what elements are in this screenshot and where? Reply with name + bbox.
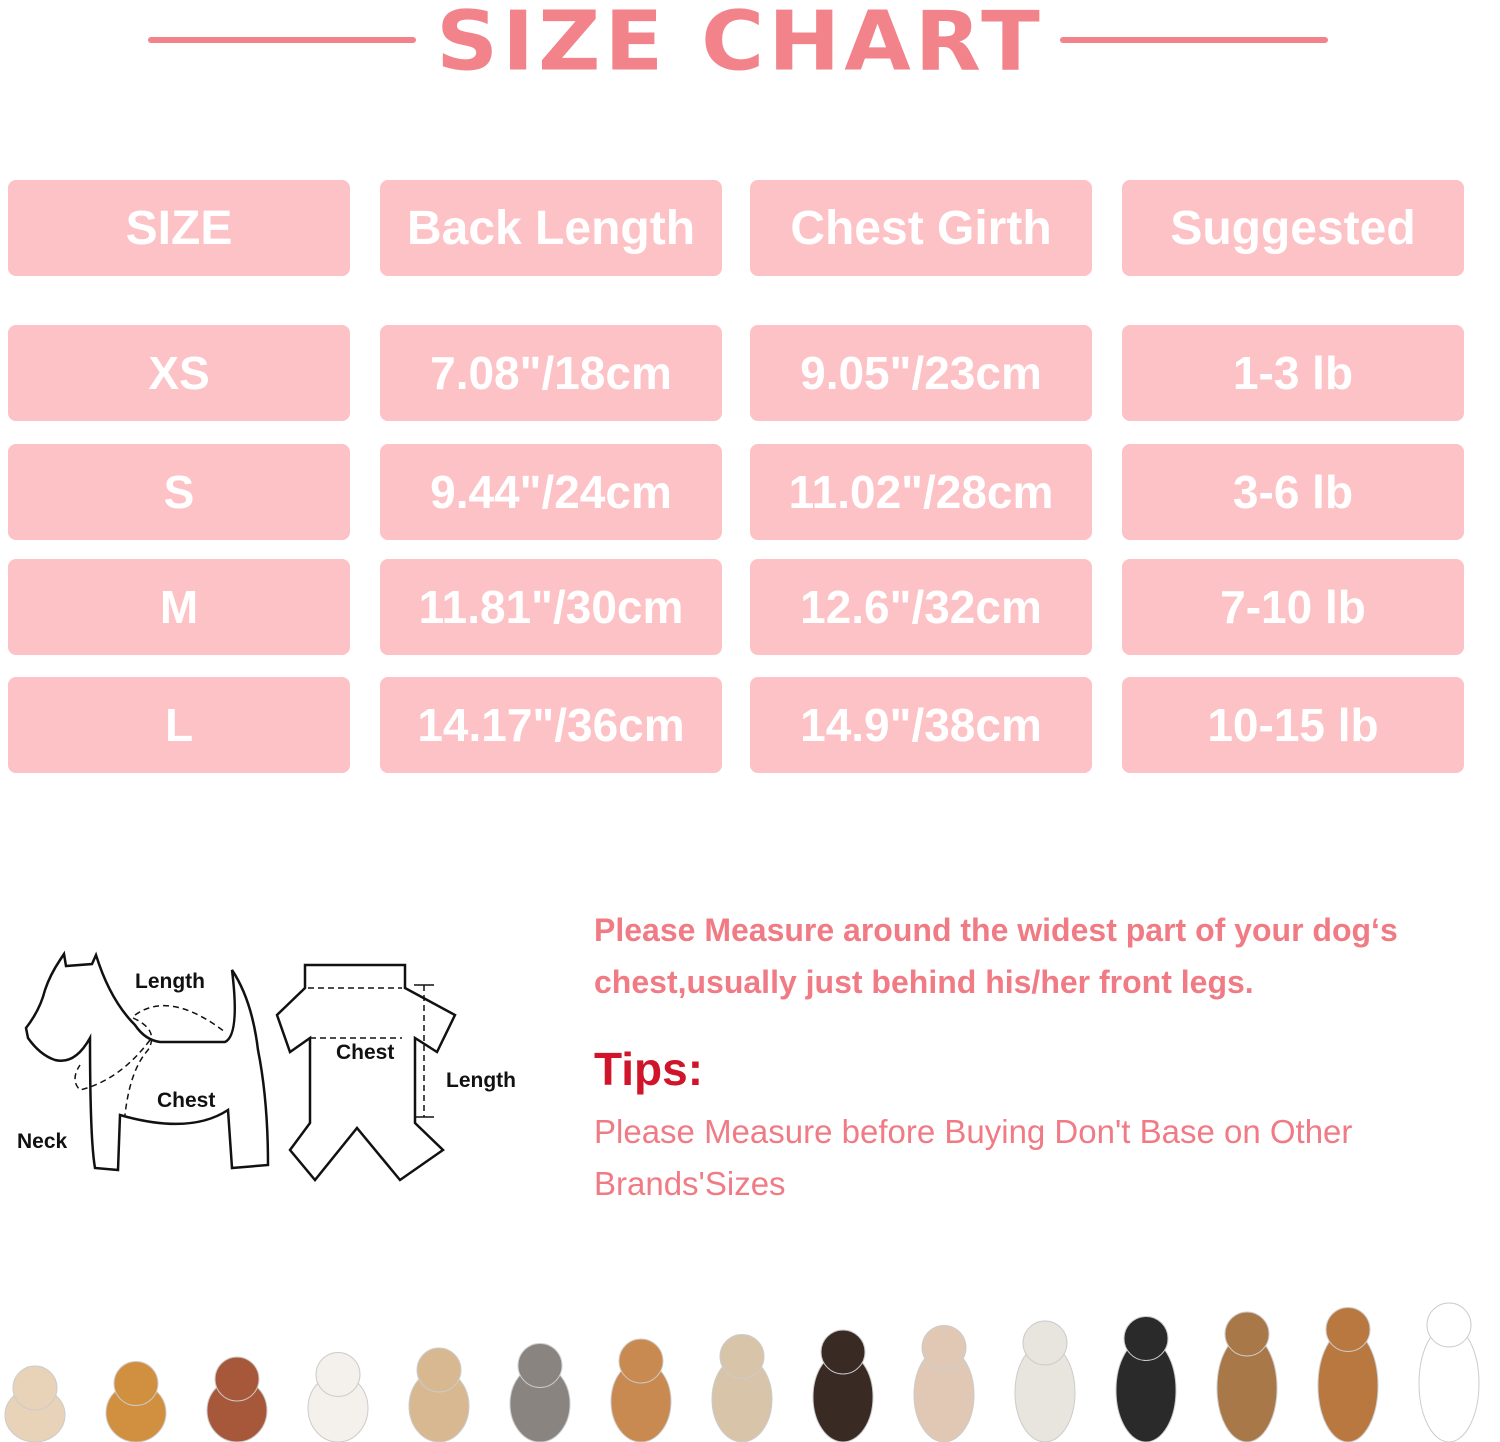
dog-photo: [307, 1352, 369, 1442]
title-line-left: [148, 37, 416, 43]
label-dog-length: Length: [135, 970, 205, 993]
title-line-right: [1060, 37, 1328, 43]
tips-heading: Tips:: [594, 1043, 704, 1095]
tips-text: Please Measure before Buying Don't Base …: [594, 1113, 1353, 1202]
garment-outline-icon: [275, 963, 457, 1182]
cell-size: L: [8, 677, 350, 773]
dog-photos-strip: [4, 1302, 1480, 1442]
dog-photo: [1115, 1316, 1177, 1442]
cell-chest-girth: 14.9"/38cm: [750, 677, 1092, 773]
cell-chest-girth: 11.02"/28cm: [750, 444, 1092, 540]
page-title: SIZE CHART: [436, 0, 1044, 90]
dog-photo: [1418, 1302, 1480, 1442]
label-garment-chest: Chest: [336, 1041, 394, 1064]
cell-suggested: 1-3 lb: [1122, 325, 1464, 421]
measure-note: Please Measure around the widest part of…: [594, 912, 1398, 1000]
dog-photo: [4, 1365, 66, 1442]
cell-size: S: [8, 444, 350, 540]
dog-photo: [206, 1356, 268, 1442]
cell-back-length: 11.81"/30cm: [380, 559, 722, 655]
cell-chest-girth: 12.6"/32cm: [750, 559, 1092, 655]
dog-photo: [509, 1343, 571, 1442]
cell-back-length: 7.08"/18cm: [380, 325, 722, 421]
cell-size: XS: [8, 325, 350, 421]
cell-size: M: [8, 559, 350, 655]
cell-suggested: 7-10 lb: [1122, 559, 1464, 655]
dog-photo: [1317, 1307, 1379, 1442]
cell-back-length: 9.44"/24cm: [380, 444, 722, 540]
dog-photo: [1014, 1320, 1076, 1442]
dog-photo: [610, 1338, 672, 1442]
label-garment-length: Length: [446, 1069, 516, 1092]
label-dog-chest: Chest: [157, 1089, 215, 1112]
label-dog-neck: Neck: [17, 1130, 68, 1153]
cell-back-length: 14.17"/36cm: [380, 677, 722, 773]
dog-photo: [913, 1325, 975, 1442]
dog-photo: [711, 1334, 773, 1442]
header-size: SIZE: [8, 180, 350, 276]
cell-suggested: 3-6 lb: [1122, 444, 1464, 540]
cell-chest-girth: 9.05"/23cm: [750, 325, 1092, 421]
cell-suggested: 10-15 lb: [1122, 677, 1464, 773]
header-suggested: Suggested: [1122, 180, 1464, 276]
header-chest-girth: Chest Girth: [750, 180, 1092, 276]
dog-photo: [105, 1361, 167, 1442]
dog-photo: [408, 1347, 470, 1442]
dog-photo: [1216, 1311, 1278, 1442]
measurement-diagram: Length Chest Neck Chest Length: [17, 950, 516, 1182]
dog-photo: [812, 1329, 874, 1442]
header-back-length: Back Length: [380, 180, 722, 276]
